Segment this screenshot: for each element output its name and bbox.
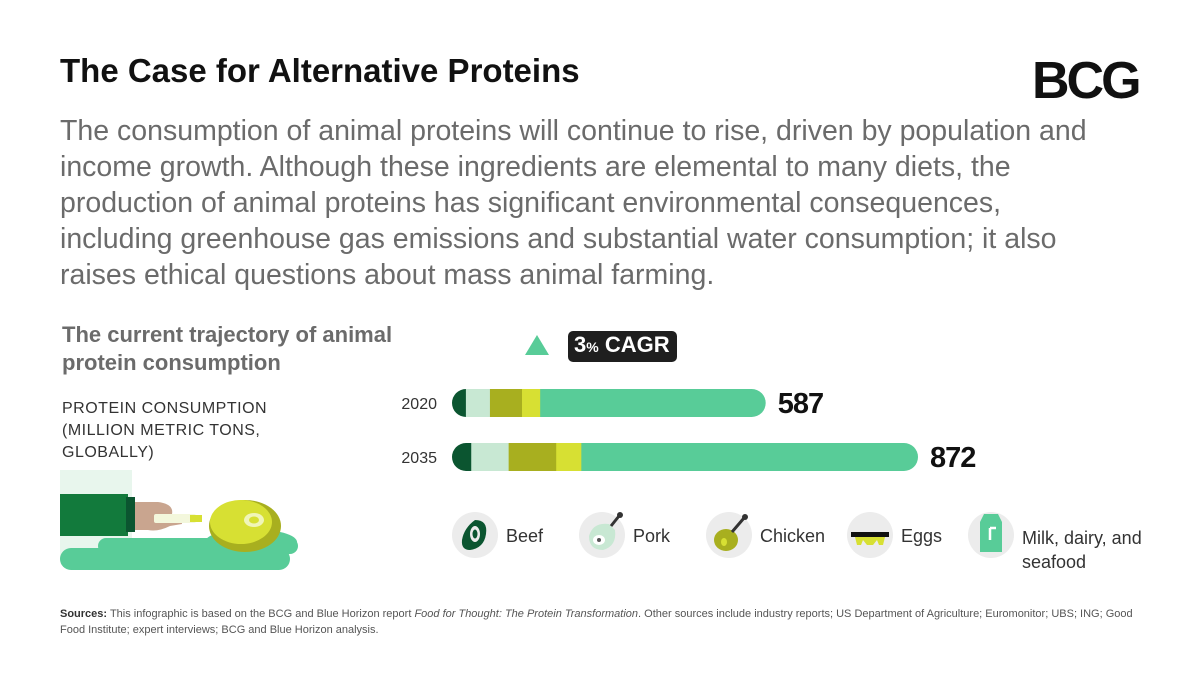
bar-segment-milk-2020 — [540, 389, 766, 417]
protein-consumption-chart: 2020 587 2035 872 — [401, 388, 976, 474]
legend-label-chicken: Chicken — [760, 526, 826, 546]
drumstick-icon — [706, 512, 752, 558]
bar-segment-pork-2035 — [471, 443, 510, 471]
total-label-2035: 872 — [930, 442, 975, 474]
category-label-2020: 2020 — [401, 396, 437, 413]
chart-title: The current trajectory of animal protein… — [62, 322, 393, 375]
legend-label-pork: Pork — [633, 526, 671, 546]
sources-report-title: Food for Thought: The Protein Transforma… — [414, 608, 639, 620]
legend-item-eggs: Eggs — [847, 512, 942, 558]
legend-item-pork: Pork — [579, 512, 670, 558]
bar-segment-beef-2035 — [452, 443, 472, 471]
milk-carton-icon — [968, 512, 1014, 558]
cagr-badge: 3% CAGR — [568, 331, 677, 362]
ham-icon — [579, 512, 625, 558]
legend-label-milk: Milk, dairy, and seafood — [1022, 528, 1142, 572]
steak-icon — [452, 512, 498, 558]
bar-segment-beef-2020 — [452, 389, 467, 417]
cagr-text: CAGR — [604, 332, 670, 357]
up-triangle-icon — [525, 335, 549, 355]
legend-item-milk: Milk, dairy, and seafood — [968, 502, 1142, 574]
bcg-logo: BCG — [1032, 52, 1142, 110]
eggs-icon — [847, 512, 893, 558]
bar-segment-chicken-2020 — [489, 389, 523, 417]
hand-holding-steak-illustration — [60, 470, 298, 570]
bar-segment-chicken-2035 — [508, 443, 557, 471]
legend-item-chicken: Chicken — [706, 512, 825, 558]
sources-text-after: . Other sources include industry reports… — [60, 608, 1133, 636]
sources-text-before: This infographic is based on the BCG and… — [109, 608, 412, 620]
legend-label-eggs: Eggs — [901, 526, 943, 546]
chart-unit-label: PROTEIN CONSUMPTION (MILLION METRIC TONS… — [62, 400, 268, 461]
bar-segment-milk-2035 — [581, 443, 918, 471]
cagr-rate: 3 — [574, 332, 587, 357]
sources-note: Sources: This infographic is based on th… — [60, 606, 1150, 638]
page-title: The Case for Alternative Proteins — [60, 52, 580, 89]
sources-label: Sources: — [60, 608, 108, 620]
legend-item-beef: Beef — [452, 512, 543, 558]
cagr-percent: % — [586, 339, 599, 355]
intro-paragraph: The consumption of animal proteins will … — [60, 115, 1087, 291]
bar-segment-pork-2020 — [465, 389, 491, 417]
category-label-2035: 2035 — [401, 450, 437, 467]
legend-label-beef: Beef — [506, 526, 544, 546]
bar-segment-eggs-2035 — [556, 443, 582, 471]
total-label-2020: 587 — [778, 388, 823, 420]
bar-segment-eggs-2020 — [522, 389, 541, 417]
